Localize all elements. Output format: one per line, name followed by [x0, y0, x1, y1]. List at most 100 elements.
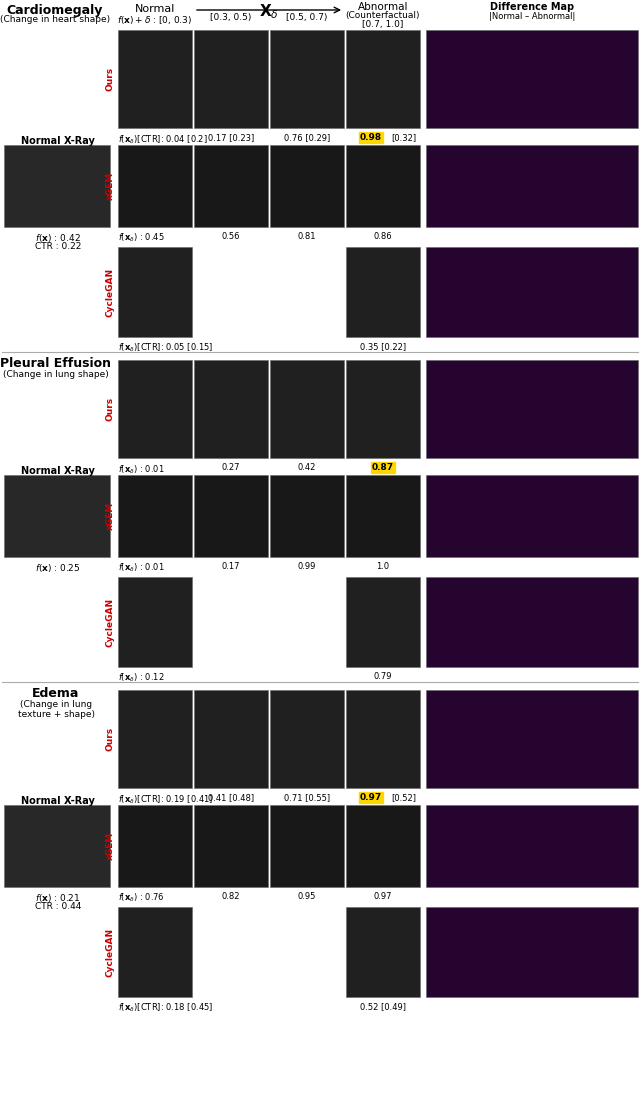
Text: 0.99: 0.99	[298, 562, 316, 571]
Text: 0.76 [0.29]: 0.76 [0.29]	[284, 133, 330, 142]
Bar	[426, 475, 638, 557]
Bar	[346, 30, 420, 128]
Bar	[270, 30, 344, 128]
Text: CTR : 0.22: CTR : 0.22	[35, 242, 81, 251]
Text: 0.87: 0.87	[372, 463, 394, 472]
Text: xGEM: xGEM	[106, 831, 115, 860]
Bar	[194, 30, 268, 128]
Text: $f(\mathbf{x}_\delta)$ : 0.01: $f(\mathbf{x}_\delta)$ : 0.01	[118, 463, 164, 476]
Text: |Normal – Abnormal|: |Normal – Abnormal|	[489, 12, 575, 21]
Text: CycleGAN: CycleGAN	[106, 928, 115, 976]
Text: Cardiomegaly: Cardiomegaly	[7, 4, 103, 17]
Text: 0.42: 0.42	[298, 463, 316, 472]
Bar	[270, 145, 344, 227]
Text: 0.56: 0.56	[221, 232, 240, 241]
Text: $f(\mathbf{x}) + \delta$ : [0, 0.3): $f(\mathbf{x}) + \delta$ : [0, 0.3)	[117, 14, 193, 25]
Bar	[270, 360, 344, 458]
Text: 0.35 [0.22]: 0.35 [0.22]	[360, 342, 406, 351]
Bar	[194, 145, 268, 227]
Bar	[346, 360, 420, 458]
Bar	[270, 805, 344, 887]
Text: 0.71 [0.55]: 0.71 [0.55]	[284, 793, 330, 801]
Bar	[194, 805, 268, 887]
Text: $f(\mathbf{x}_\delta)$[CTR]: 0.18 [0.45]: $f(\mathbf{x}_\delta)$[CTR]: 0.18 [0.45]	[118, 1002, 213, 1014]
Text: 0.82: 0.82	[221, 892, 240, 901]
Text: (Change in lung shape): (Change in lung shape)	[3, 370, 109, 379]
Bar	[4, 475, 110, 557]
Bar	[4, 805, 110, 887]
Text: [0.52]: [0.52]	[391, 793, 416, 801]
Text: 0.95: 0.95	[298, 892, 316, 901]
Text: 1.0: 1.0	[376, 562, 390, 571]
Text: (Counterfactual): (Counterfactual)	[346, 11, 420, 20]
Text: Pleural Effusion: Pleural Effusion	[1, 356, 111, 370]
Text: 0.97: 0.97	[374, 892, 392, 901]
Text: $f(\mathbf{x}_\delta)$[CTR]: 0.19 [0.41]: $f(\mathbf{x}_\delta)$[CTR]: 0.19 [0.41]	[118, 793, 213, 806]
Bar	[426, 247, 638, 337]
Text: Ours: Ours	[106, 66, 115, 91]
Bar	[118, 577, 192, 668]
Bar	[426, 690, 638, 788]
Text: 0.86: 0.86	[374, 232, 392, 241]
Bar	[346, 907, 420, 997]
Text: $f(\mathbf{x})$ : 0.21: $f(\mathbf{x})$ : 0.21	[35, 892, 81, 904]
Text: Normal X-Ray: Normal X-Ray	[21, 466, 95, 476]
Text: $f(\mathbf{x})$ : 0.25: $f(\mathbf{x})$ : 0.25	[35, 562, 81, 575]
Bar	[270, 475, 344, 557]
Bar	[194, 360, 268, 458]
Bar	[118, 907, 192, 997]
Text: 0.98: 0.98	[360, 133, 382, 142]
Text: 0.27: 0.27	[221, 463, 240, 472]
Bar	[346, 247, 420, 337]
Bar	[118, 30, 192, 128]
Bar	[118, 475, 192, 557]
Text: [0.7, 1.0]: [0.7, 1.0]	[362, 20, 404, 29]
Text: 0.79: 0.79	[374, 672, 392, 681]
Bar	[426, 577, 638, 668]
Text: Edema: Edema	[32, 687, 80, 700]
Bar	[346, 145, 420, 227]
Text: [0.3, 0.5): [0.3, 0.5)	[211, 13, 252, 22]
Text: (Change in lung: (Change in lung	[20, 700, 92, 708]
Text: $f(\mathbf{x}_\delta)$[CTR]: 0.05 [0.15]: $f(\mathbf{x}_\delta)$[CTR]: 0.05 [0.15]	[118, 342, 213, 354]
Bar	[118, 247, 192, 337]
Text: Ours: Ours	[106, 397, 115, 421]
Text: $f(\mathbf{x}_\delta)$ : 0.45: $f(\mathbf{x}_\delta)$ : 0.45	[118, 232, 165, 245]
Text: 0.81: 0.81	[298, 232, 316, 241]
Text: $\mathbf{X}_{\delta}$: $\mathbf{X}_{\delta}$	[259, 2, 279, 21]
Text: $f(\mathbf{x}_\delta)$ : 0.12: $f(\mathbf{x}_\delta)$ : 0.12	[118, 672, 164, 684]
Text: Ours: Ours	[106, 727, 115, 751]
Text: CycleGAN: CycleGAN	[106, 598, 115, 646]
Text: (Change in heart shape): (Change in heart shape)	[0, 15, 110, 24]
Text: 0.52 [0.49]: 0.52 [0.49]	[360, 1002, 406, 1011]
Text: $f(\mathbf{x}_\delta)$[CTR]: 0.04 [0.2]: $f(\mathbf{x}_\delta)$[CTR]: 0.04 [0.2]	[118, 133, 207, 145]
Bar	[426, 145, 638, 227]
Text: $f(\mathbf{x}_\delta)$ : 0.76: $f(\mathbf{x}_\delta)$ : 0.76	[118, 892, 164, 904]
Text: 0.17: 0.17	[221, 562, 240, 571]
Bar	[426, 907, 638, 997]
Bar	[194, 690, 268, 788]
Bar	[426, 805, 638, 887]
Text: 0.97: 0.97	[360, 793, 382, 801]
Text: Abnormal: Abnormal	[358, 2, 408, 12]
Bar	[426, 30, 638, 128]
Text: $f(\mathbf{x})$ : 0.42: $f(\mathbf{x})$ : 0.42	[35, 232, 81, 244]
Text: Normal X-Ray: Normal X-Ray	[21, 136, 95, 146]
Text: xGEM: xGEM	[106, 501, 115, 530]
Text: CycleGAN: CycleGAN	[106, 268, 115, 317]
Text: xGEM: xGEM	[106, 172, 115, 200]
Text: Difference Map: Difference Map	[490, 2, 574, 12]
Text: texture + shape): texture + shape)	[17, 710, 95, 720]
Bar	[118, 805, 192, 887]
Bar	[194, 475, 268, 557]
Text: $f(\mathbf{x}_\delta)$ : 0.01: $f(\mathbf{x}_\delta)$ : 0.01	[118, 562, 164, 575]
Bar	[346, 690, 420, 788]
Text: [0.5, 0.7): [0.5, 0.7)	[286, 13, 328, 22]
Bar	[118, 690, 192, 788]
Bar	[426, 360, 638, 458]
Bar	[118, 145, 192, 227]
Text: CTR : 0.44: CTR : 0.44	[35, 902, 81, 911]
Bar	[346, 475, 420, 557]
Text: Normal X-Ray: Normal X-Ray	[21, 796, 95, 806]
Text: [0.32]: [0.32]	[391, 133, 416, 142]
